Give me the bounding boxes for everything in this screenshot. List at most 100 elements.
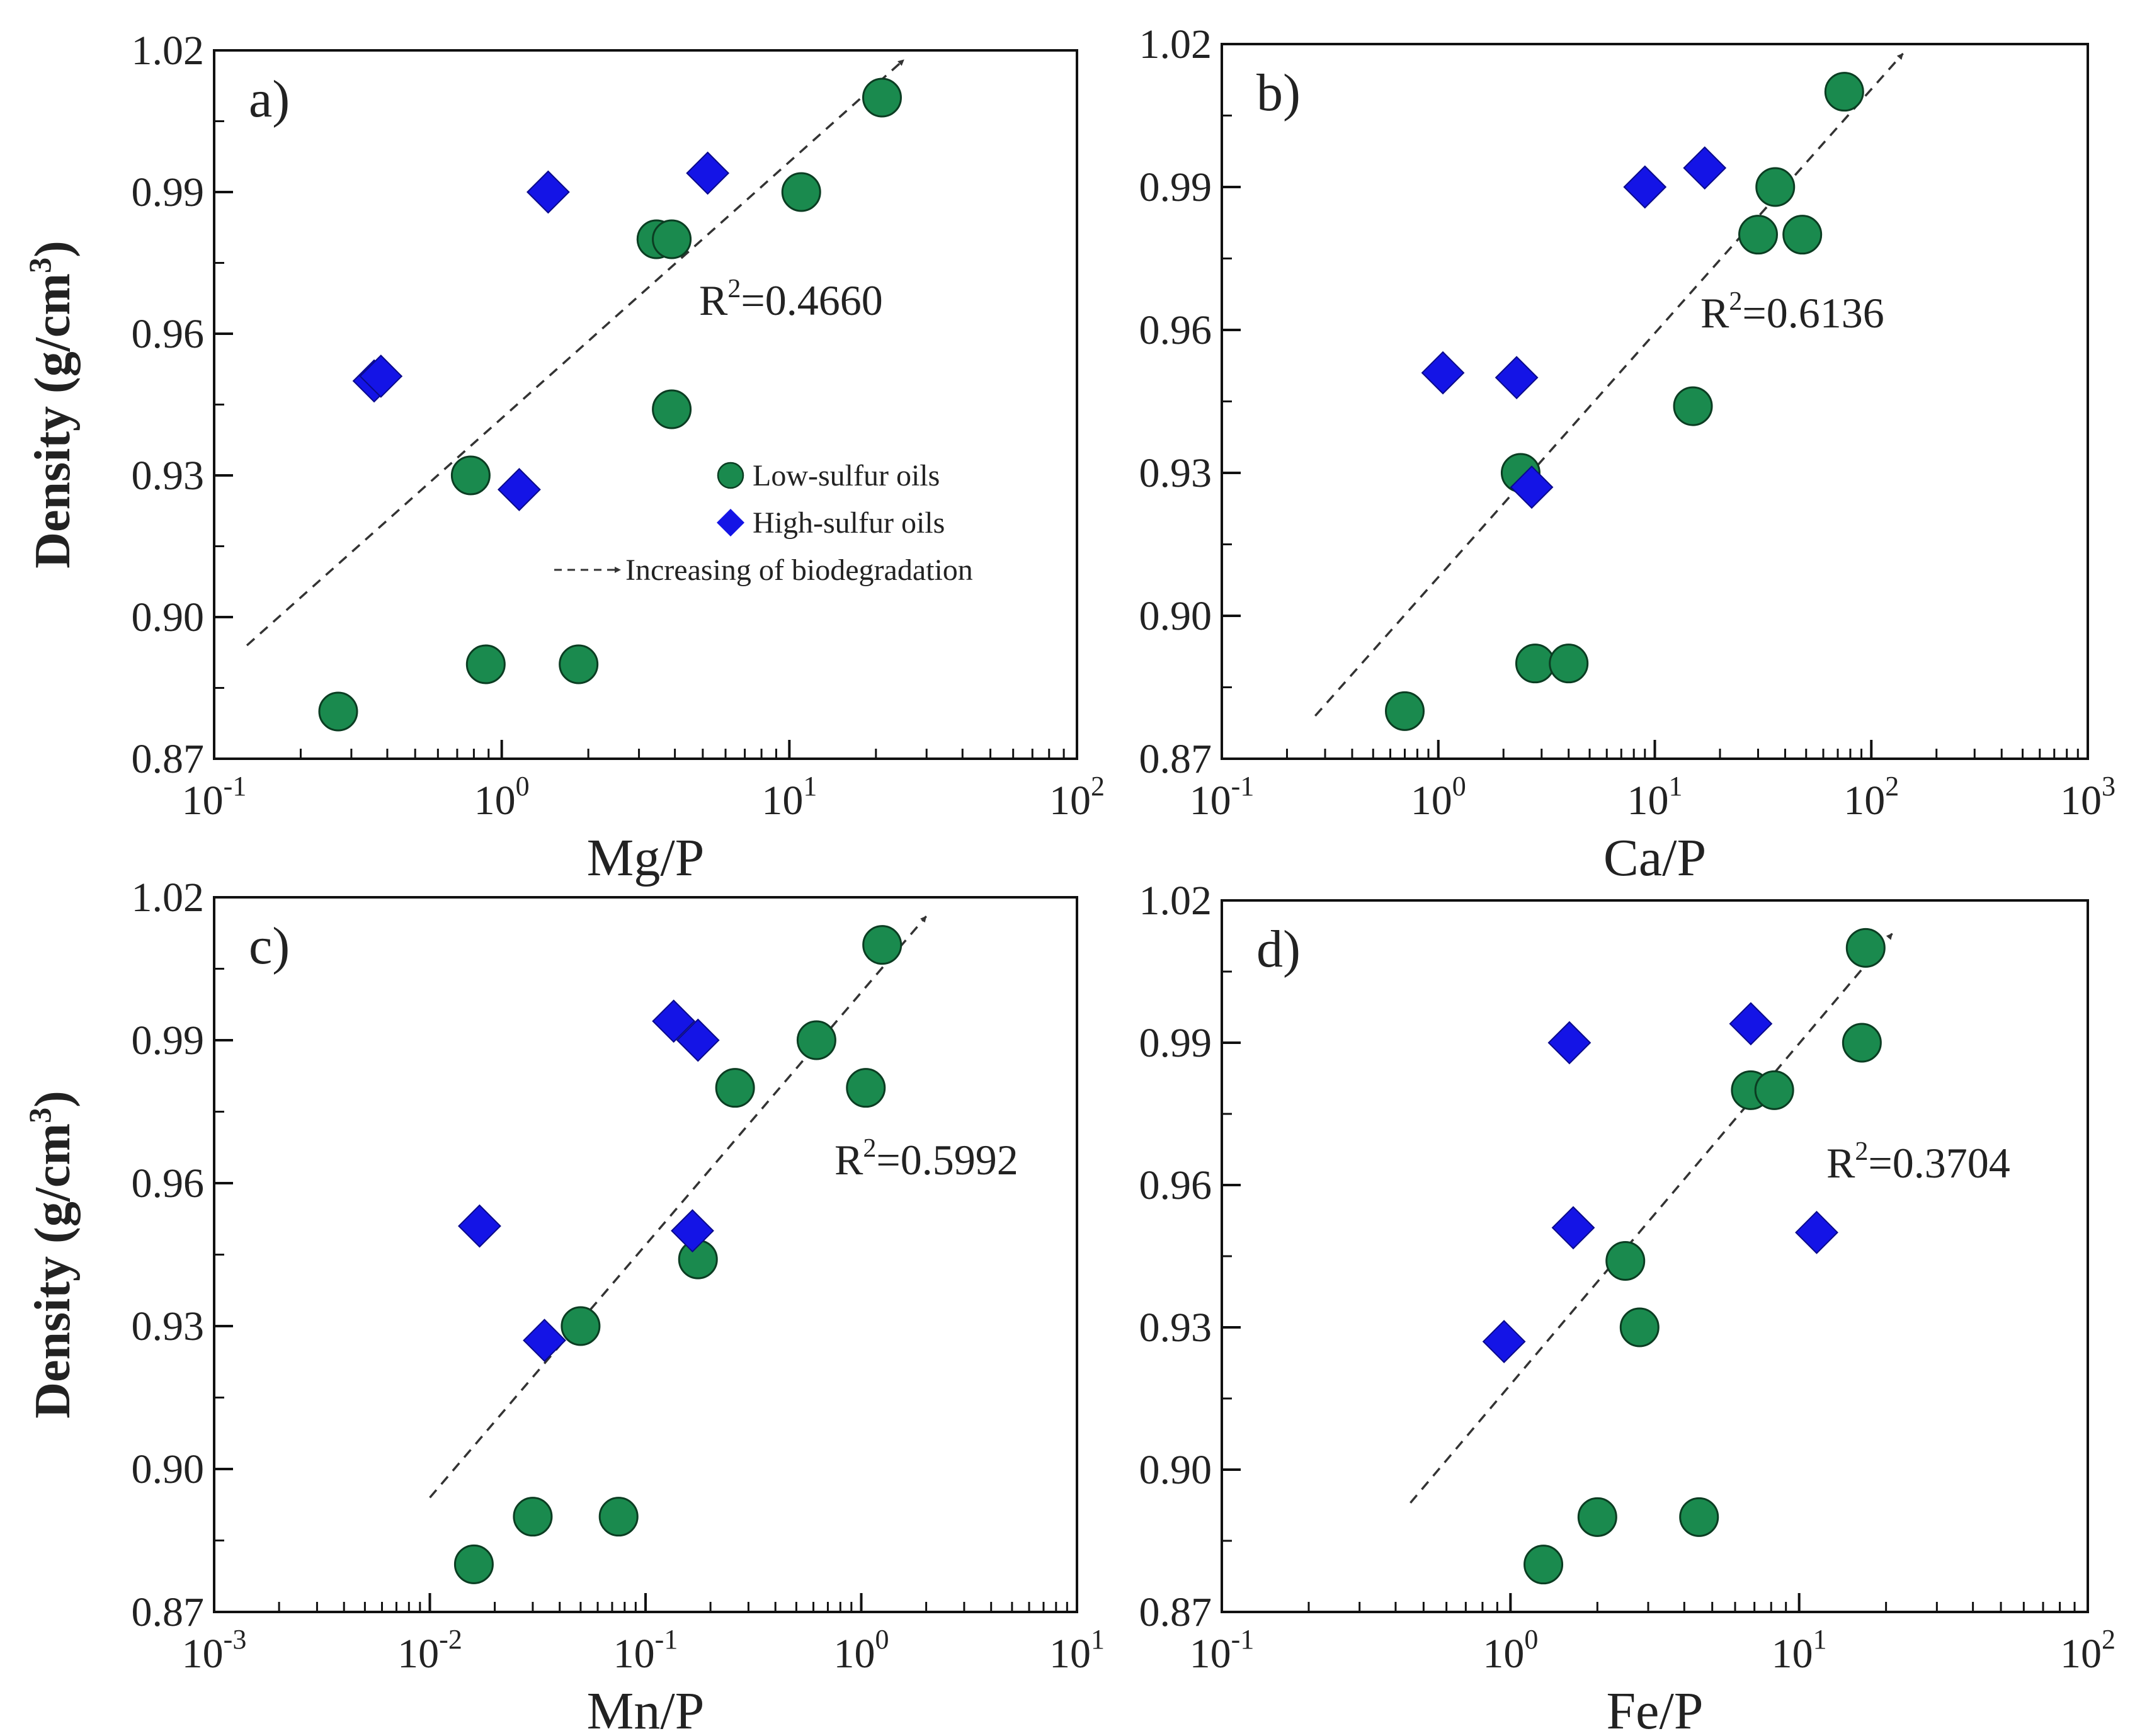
x-tick-label: 101 bbox=[1772, 1624, 1827, 1677]
x-tick-exponent: -1 bbox=[1231, 771, 1255, 802]
x-tick-label: 102 bbox=[1843, 771, 1899, 824]
low-sulfur-point bbox=[1385, 691, 1425, 731]
x-tick-exponent: 1 bbox=[1669, 771, 1683, 802]
trend-arrow bbox=[1410, 933, 1893, 1504]
high-sulfur-point bbox=[523, 1319, 566, 1363]
y-tick-label: 0.99 bbox=[132, 1018, 205, 1064]
panel-label: c) bbox=[249, 917, 290, 975]
low-sulfur-point bbox=[1824, 72, 1864, 112]
y-tick-label: 0.96 bbox=[132, 1160, 205, 1206]
y-tick-label: 0.93 bbox=[132, 453, 205, 499]
plot-frame bbox=[213, 49, 1078, 760]
panel-label: d) bbox=[1256, 920, 1301, 979]
x-tick-label: 101 bbox=[1049, 1624, 1105, 1677]
y-tick-label: 0.96 bbox=[1139, 307, 1212, 353]
low-sulfur-point bbox=[450, 455, 491, 496]
panel-label: a) bbox=[249, 70, 290, 128]
x-tick-exponent: 3 bbox=[2102, 771, 2116, 802]
high-sulfur-point bbox=[686, 151, 730, 195]
low-sulfur-point bbox=[1515, 644, 1555, 684]
x-tick-label: 100 bbox=[1411, 771, 1466, 824]
y-tick-label: 0.96 bbox=[132, 311, 205, 357]
low-sulfur-point bbox=[796, 1020, 836, 1060]
y-axis-title-close: ) bbox=[25, 1091, 81, 1108]
x-tick-label: 10-1 bbox=[182, 771, 247, 824]
x-tick-exponent: -3 bbox=[224, 1624, 247, 1655]
x-tick-base: 10 bbox=[761, 778, 803, 824]
x-tick-label: 10-1 bbox=[1190, 1624, 1255, 1677]
trend-arrow bbox=[246, 59, 905, 647]
high-sulfur-point bbox=[1421, 351, 1465, 395]
x-tick-label: 10-1 bbox=[1190, 771, 1255, 824]
x-tick-base: 10 bbox=[397, 1631, 439, 1677]
low-sulfur-point bbox=[1755, 167, 1796, 207]
high-sulfur-point bbox=[1795, 1210, 1838, 1254]
low-sulfur-point bbox=[715, 1068, 755, 1108]
x-tick-label: 102 bbox=[2060, 1624, 2116, 1677]
y-tick-label: 0.93 bbox=[1139, 1305, 1212, 1351]
r-squared-superscript: 2 bbox=[863, 1134, 876, 1163]
y-tick-label: 0.90 bbox=[1139, 593, 1212, 639]
x-tick-base: 10 bbox=[834, 1631, 875, 1677]
r-squared-value: =0.4660 bbox=[741, 276, 882, 324]
x-tick-exponent: -1 bbox=[224, 771, 247, 802]
trend-arrow bbox=[1314, 52, 1904, 717]
r-squared-label: R2=0.3704 bbox=[1826, 1137, 2010, 1187]
low-sulfur-point bbox=[1605, 1241, 1646, 1281]
low-sulfur-point bbox=[1845, 928, 1886, 968]
low-sulfur-point bbox=[318, 691, 358, 732]
y-axis-title-main: Density (g/cm bbox=[25, 1123, 81, 1419]
x-tick-label: 10-2 bbox=[397, 1624, 462, 1677]
low-sulfur-point bbox=[1673, 386, 1713, 426]
high-sulfur-point bbox=[671, 1209, 714, 1253]
low-sulfur-point bbox=[846, 1068, 886, 1108]
r-squared-prefix: R bbox=[699, 276, 728, 324]
low-sulfur-point bbox=[1619, 1307, 1660, 1347]
low-sulfur-point bbox=[561, 1306, 601, 1346]
x-tick-exponent: -2 bbox=[439, 1624, 462, 1655]
r-squared-prefix: R bbox=[1700, 289, 1729, 337]
legend: Low-sulfur oils High-sulfur oils Increasin… bbox=[554, 459, 973, 587]
trend-arrow bbox=[429, 916, 927, 1499]
y-tick-label: 0.90 bbox=[132, 594, 205, 640]
y-tick-label: 0.87 bbox=[1139, 736, 1212, 782]
high-sulfur-point bbox=[458, 1204, 501, 1248]
panel-a: 10-1 100 101 1020.870.900.930.960.991.02Mg/… bbox=[22, 28, 1105, 887]
x-tick-exponent: 2 bbox=[1091, 771, 1105, 802]
legend-trend-label: Increasing of biodegradation bbox=[625, 553, 973, 587]
plot-frame bbox=[1221, 43, 2089, 760]
panel-d: 10-1 100 101 1020.870.900.930.960.991.02Fe/… bbox=[1139, 878, 2116, 1736]
x-axis-title: Mn/P bbox=[587, 1682, 705, 1736]
low-sulfur-point bbox=[862, 77, 902, 118]
x-tick-exponent: 0 bbox=[1524, 1624, 1538, 1655]
legend-low-sulfur-label: Low-sulfur oils bbox=[753, 459, 940, 492]
low-sulfur-point bbox=[453, 1544, 494, 1584]
x-tick-exponent: 0 bbox=[516, 771, 530, 802]
low-sulfur-point bbox=[1782, 215, 1823, 255]
x-tick-exponent: -1 bbox=[1231, 1624, 1255, 1655]
x-tick-base: 10 bbox=[613, 1631, 655, 1677]
y-tick-label: 1.02 bbox=[132, 875, 205, 921]
x-tick-label: 100 bbox=[1483, 1624, 1538, 1677]
y-tick-label: 0.99 bbox=[132, 169, 205, 215]
r-squared-label: R2=0.4660 bbox=[699, 275, 883, 324]
y-tick-label: 1.02 bbox=[132, 28, 205, 74]
low-sulfur-point bbox=[559, 644, 599, 684]
high-sulfur-point bbox=[526, 170, 570, 214]
legend-low-sulfur-marker bbox=[717, 462, 744, 489]
panel-c: 10-3 10-2 10-1 100 1010.870.900.930.960.991.… bbox=[22, 875, 1105, 1736]
y-axis-title-superscript: 3 bbox=[22, 1108, 57, 1123]
low-sulfur-point bbox=[1549, 644, 1589, 684]
x-tick-base: 10 bbox=[1411, 778, 1452, 824]
r-squared-value: =0.3704 bbox=[1868, 1139, 2010, 1187]
y-axis-title: Density (g/cm3) bbox=[22, 241, 81, 568]
x-tick-label: 101 bbox=[1627, 771, 1683, 824]
low-sulfur-point bbox=[1842, 1023, 1882, 1063]
x-tick-exponent: -1 bbox=[655, 1624, 678, 1655]
x-tick-base: 10 bbox=[1049, 778, 1091, 824]
y-axis-title: Density (g/cm3) bbox=[22, 1091, 81, 1418]
x-axis-title: Fe/P bbox=[1606, 1682, 1703, 1736]
x-tick-base: 10 bbox=[474, 778, 516, 824]
x-tick-label: 101 bbox=[761, 771, 817, 824]
high-sulfur-point bbox=[1729, 1002, 1773, 1046]
